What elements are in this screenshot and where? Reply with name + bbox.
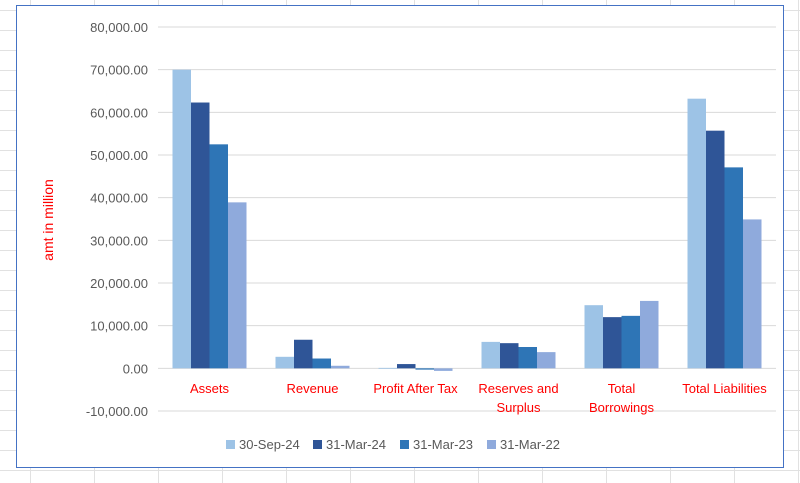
bar-31-Mar-22 <box>537 352 556 369</box>
bar-31-Mar-22 <box>743 219 762 369</box>
y-tick-label: 80,000.00 <box>90 20 148 35</box>
y-axis-title: amt in million <box>40 179 56 261</box>
bar-30-Sep-24 <box>481 341 500 369</box>
bar-31-Mar-24 <box>500 343 519 369</box>
bar-30-Sep-24 <box>378 367 397 369</box>
y-tick-label: 10,000.00 <box>90 319 148 334</box>
category-label: Borrowings <box>589 400 655 415</box>
y-tick-label: 70,000.00 <box>90 63 148 78</box>
bar-31-Mar-23 <box>209 144 228 369</box>
bar-30-Sep-24 <box>172 69 191 369</box>
category-label: Reserves and <box>478 381 558 396</box>
bar-31-Mar-23 <box>621 315 640 369</box>
bar-31-Mar-23 <box>724 167 743 369</box>
bar-31-Mar-22 <box>228 202 247 369</box>
bar-31-Mar-24 <box>191 102 210 369</box>
bar-30-Sep-24 <box>687 98 706 369</box>
legend-swatch <box>487 440 496 449</box>
category-label: Profit After Tax <box>373 381 458 396</box>
bar-31-Mar-23 <box>518 347 537 369</box>
bar-31-Mar-23 <box>312 358 331 369</box>
category-label: Assets <box>190 381 230 396</box>
legend-label: 31-Mar-22 <box>500 437 560 452</box>
legend-label: 31-Mar-24 <box>326 437 386 452</box>
legend-swatch <box>226 440 235 449</box>
bar-30-Sep-24 <box>275 356 294 369</box>
category-label: Revenue <box>286 381 338 396</box>
legend-label: 31-Mar-23 <box>413 437 473 452</box>
y-tick-label: 50,000.00 <box>90 148 148 163</box>
bar-31-Mar-22 <box>434 368 453 371</box>
y-tick-label: 40,000.00 <box>90 191 148 206</box>
bar-31-Mar-22 <box>640 300 659 369</box>
bar-31-Mar-24 <box>603 317 622 369</box>
legend-swatch <box>313 440 322 449</box>
bar-31-Mar-24 <box>706 130 725 369</box>
y-tick-label: 60,000.00 <box>90 105 148 120</box>
legend-label: 30-Sep-24 <box>239 437 300 452</box>
bar-31-Mar-24 <box>397 364 416 369</box>
legend-swatch <box>400 440 409 449</box>
bar-31-Mar-22 <box>331 365 350 369</box>
category-label: Surplus <box>496 400 541 415</box>
category-label: Total Liabilities <box>682 381 767 396</box>
category-label: Total <box>608 381 636 396</box>
y-tick-label: 30,000.00 <box>90 233 148 248</box>
bar-30-Sep-24 <box>584 305 603 369</box>
y-tick-label: 20,000.00 <box>90 276 148 291</box>
bar-31-Mar-23 <box>415 368 434 370</box>
y-tick-label: 0.00 <box>123 361 148 376</box>
bar-31-Mar-24 <box>294 339 313 369</box>
y-tick-label: -10,000.00 <box>86 404 148 419</box>
chart-area[interactable] <box>16 5 784 468</box>
